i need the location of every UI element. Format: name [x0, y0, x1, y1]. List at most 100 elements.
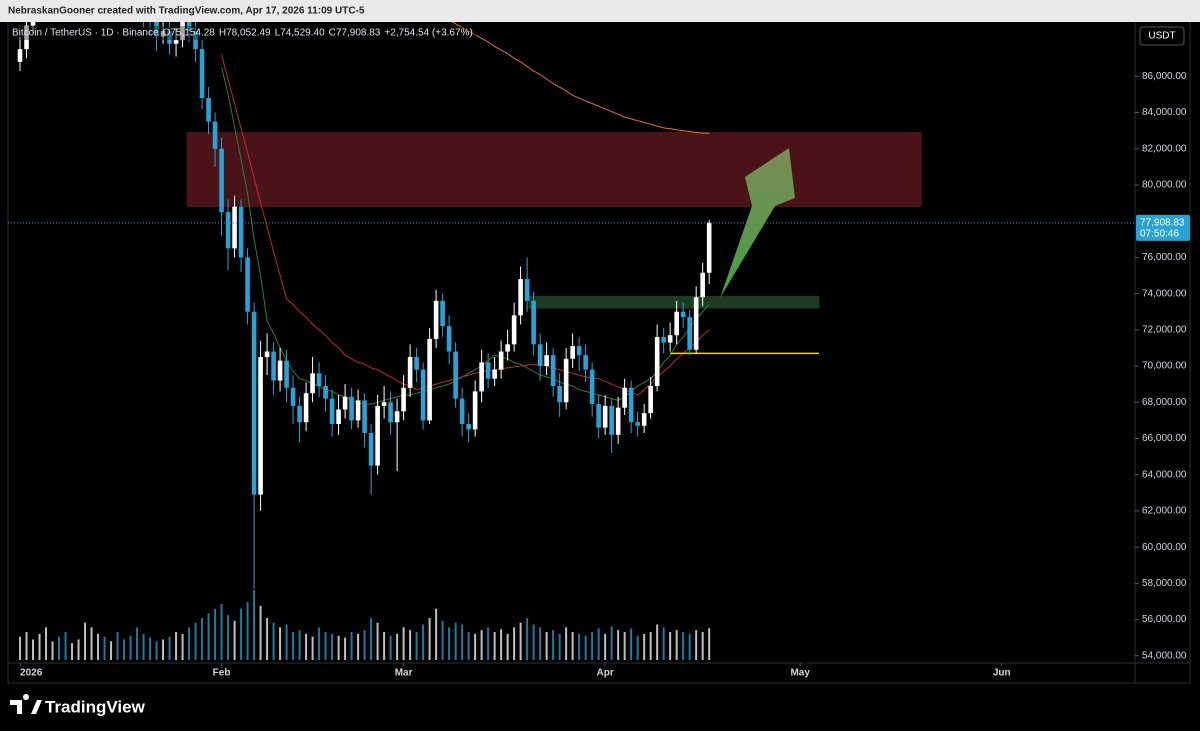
candle-body [212, 121, 218, 149]
candle-body [537, 344, 543, 367]
volume-bar [623, 632, 626, 660]
candle-body [654, 337, 660, 386]
y-tick-label: 60,000.00 [1142, 542, 1187, 553]
currency[interactable]: USDT [1148, 31, 1175, 42]
chart-bg [0, 22, 1200, 731]
zone [528, 295, 820, 309]
candle-body [375, 405, 380, 466]
volume-bar [597, 628, 600, 660]
volume-bar [253, 590, 256, 660]
candle-body [459, 398, 465, 424]
candle-body [251, 311, 257, 495]
credit: NebraskanGooner created with TradingView… [8, 6, 365, 17]
volume-bar [162, 639, 165, 660]
ohlc-key: L [275, 28, 281, 39]
volume-bar [324, 632, 327, 660]
volume-bar [448, 627, 451, 660]
volume-bar [656, 624, 659, 660]
candle-body [433, 300, 439, 339]
y-tick-label: 72,000.00 [1142, 324, 1187, 335]
volume-bar [110, 641, 113, 660]
candle-body [622, 387, 627, 408]
candle-body [446, 326, 452, 352]
legend-bg [10, 26, 477, 40]
candle-body [518, 279, 523, 316]
candle-body [680, 311, 686, 318]
volume-bar [240, 608, 243, 660]
candle-body [498, 351, 504, 370]
brand: TradingView [10, 694, 146, 716]
volume-bar [636, 635, 639, 660]
volume-bar [409, 630, 412, 660]
volume-bar [370, 618, 373, 660]
volume-bar [292, 632, 295, 660]
candle-body [576, 346, 582, 356]
symbol: Bitcoin / TetherUS · 1D · Binance [12, 28, 159, 39]
volume-bar [350, 632, 353, 660]
y-tick-label: 76,000.00 [1142, 252, 1187, 263]
y-tick-label: 58,000.00 [1142, 578, 1187, 589]
candle-body [440, 300, 445, 327]
candle-body [420, 369, 426, 421]
candle-body [615, 407, 621, 435]
y-tick-label: 84,000.00 [1142, 107, 1187, 118]
volume-bar [383, 632, 386, 660]
volume-bar [526, 618, 529, 660]
volume-bar [500, 629, 503, 660]
volume-bar [487, 627, 490, 660]
candle-body [381, 402, 387, 406]
volume-bar [285, 624, 288, 660]
volume-bar [181, 633, 184, 660]
volume-bar [305, 633, 308, 660]
volume-bar [155, 641, 158, 660]
candle-body [544, 355, 549, 367]
volume-bar [97, 633, 100, 660]
volume-bar [129, 635, 132, 660]
axes: 54,000.00 56,000.00 58,000.00 60,000.00 62,0… [19, 71, 1190, 679]
ohlc-key: H [219, 28, 226, 39]
arrow [720, 148, 795, 298]
candle-body [414, 356, 419, 370]
candle-body [531, 300, 536, 345]
ohlc-key: C [329, 28, 336, 39]
volume-bar [701, 632, 704, 660]
candle-body [329, 398, 335, 424]
volume-bar [272, 622, 275, 660]
x-tick-label: Apr [597, 668, 614, 679]
countdown: 07:50:46 [1140, 228, 1179, 239]
candle-body [258, 356, 263, 495]
y-tick-label: 68,000.00 [1142, 397, 1187, 408]
candle-body [355, 400, 361, 421]
candle-body [342, 396, 348, 410]
volume-bar [441, 620, 444, 660]
candle-body [485, 362, 491, 379]
candle-body [407, 356, 413, 388]
plot [8, 22, 1135, 660]
candle-body [589, 369, 595, 405]
candle-body [238, 206, 244, 258]
overlay [720, 148, 795, 298]
moving-average [451, 22, 710, 134]
candle-body [661, 337, 666, 343]
volume-bar [513, 627, 516, 660]
candle-body [609, 405, 614, 435]
y-tick-label: 82,000.00 [1142, 143, 1187, 154]
volume-bar [84, 622, 87, 660]
candle-body [180, 22, 185, 41]
candle-body [570, 346, 575, 359]
volume-bar [649, 632, 652, 660]
candle-body [154, 22, 159, 37]
volume-bar [214, 608, 217, 660]
volume-bar [168, 636, 171, 660]
brand-logo [10, 694, 42, 714]
candle-body [219, 148, 224, 213]
candle-body [388, 402, 393, 423]
candle-body [700, 272, 705, 298]
x-tick-label: 2026 [20, 668, 43, 679]
currency-button[interactable] [1139, 26, 1185, 46]
legend: Bitcoin / TetherUS · 1D · Binance O 75,154… [10, 26, 477, 40]
price-label-box [1136, 214, 1190, 241]
candle-body [186, 22, 192, 32]
candle-body [635, 422, 640, 426]
zone [186, 131, 922, 208]
